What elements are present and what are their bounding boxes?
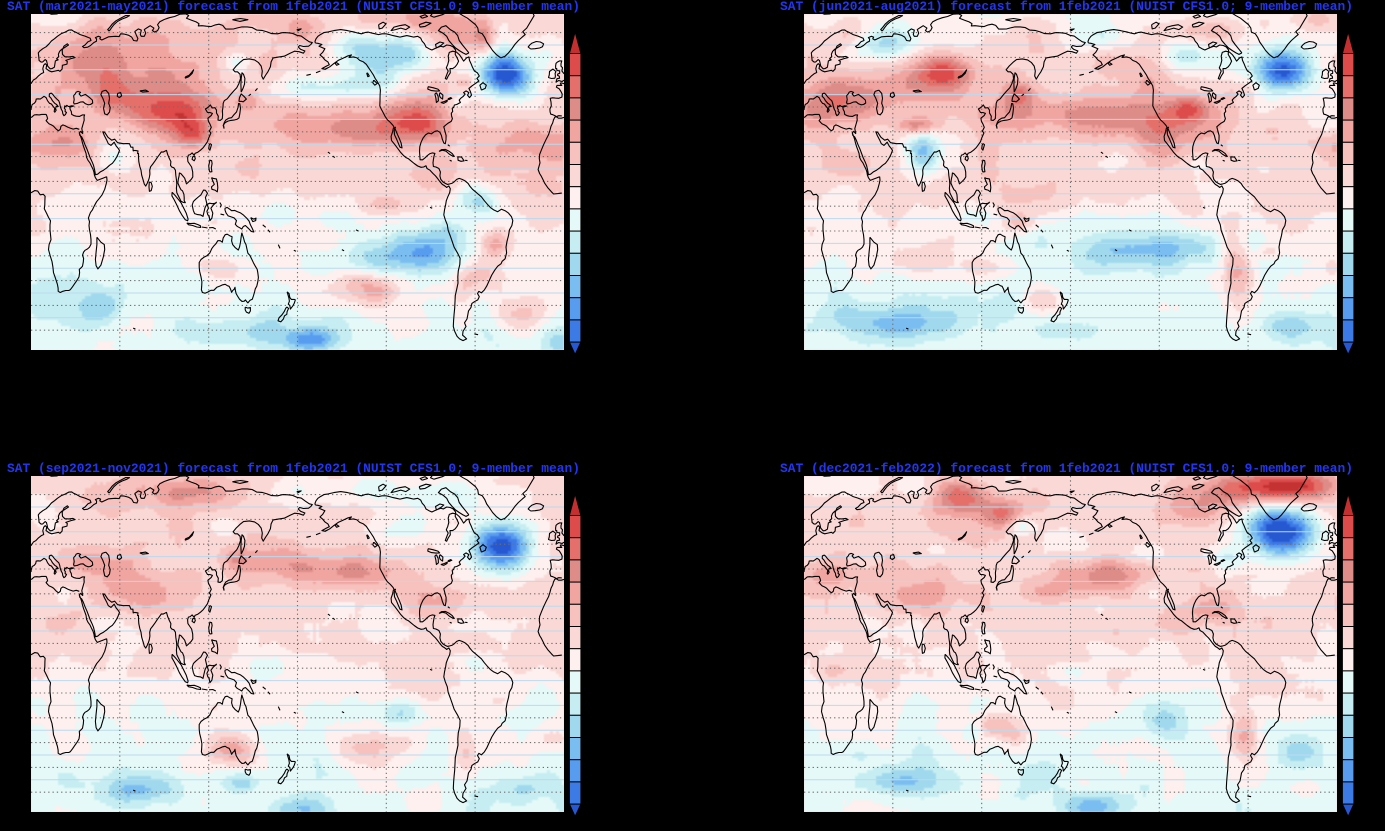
svg-text:SAT (mar2021-may2021) forecast: SAT (mar2021-may2021) forecast from 1feb… [7, 0, 580, 14]
svg-text:SAT (jun2021-aug2021) forecast: SAT (jun2021-aug2021) forecast from 1feb… [780, 0, 1353, 14]
svg-text:SAT (dec2021-feb2022) forecast: SAT (dec2021-feb2022) forecast from 1feb… [780, 461, 1353, 476]
svg-text:SAT (sep2021-nov2021) forecast: SAT (sep2021-nov2021) forecast from 1feb… [7, 461, 580, 476]
